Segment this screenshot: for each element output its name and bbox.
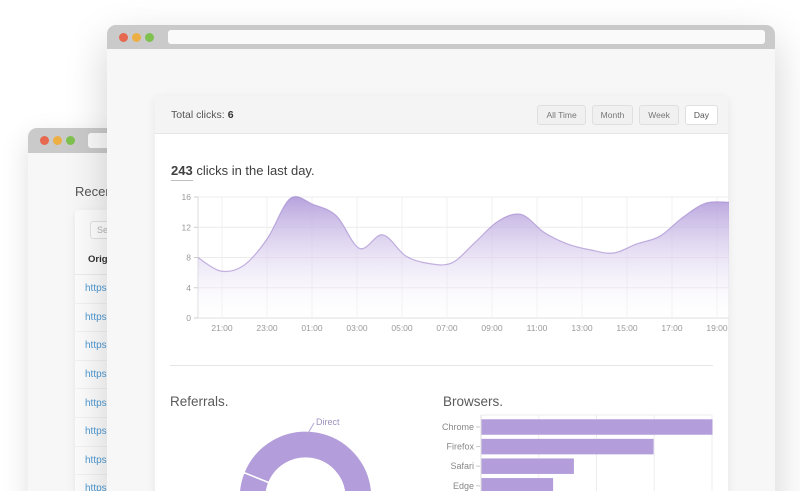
total-clicks-label: Total clicks: 6 (171, 109, 537, 121)
total-clicks-text: Total clicks: (171, 108, 225, 121)
table-row: https:// (75, 475, 368, 491)
short-link[interactable]: https:// (85, 311, 116, 323)
y-axis-label: 8 (186, 253, 191, 263)
bar-category-label: Edge (453, 481, 474, 491)
time-filter-group: All Time Month Week Day (537, 104, 718, 125)
analytics-card: Total clicks: 6 All Time Month Week Day 243 … (155, 96, 730, 491)
short-link[interactable]: https:// (85, 283, 116, 295)
bar-category-label: Firefox (446, 442, 474, 452)
bar-edge (481, 478, 554, 491)
x-axis-label: 03:00 (346, 323, 368, 333)
x-axis-label: 19:00 (706, 323, 728, 333)
referrals-title: Referrals. (170, 394, 229, 409)
total-clicks-value: 6 (227, 108, 234, 121)
browsers-bar-chart: ChromeFirefoxSafariEdgeOther (442, 414, 713, 491)
donut-segment-direct (242, 430, 373, 491)
front-window-titlebar (107, 25, 775, 49)
x-axis-label: 07:00 (436, 323, 458, 333)
x-axis-label: 11:00 (527, 323, 548, 333)
y-axis-label: 4 (186, 283, 191, 293)
area-fill (198, 196, 729, 318)
donut-label-line (306, 422, 315, 436)
clicks-headline-text: clicks in the last day. (192, 163, 315, 178)
close-window-button[interactable] (40, 136, 49, 145)
y-axis-label: 16 (182, 192, 192, 202)
filter-button-all-time[interactable]: All Time (537, 104, 586, 125)
donut-segment-label: Direct (316, 417, 340, 427)
short-link[interactable]: https:// (85, 397, 116, 409)
card-header: Total clicks: 6 All Time Month Week Day (155, 96, 728, 134)
x-axis-label: 21:00 (211, 323, 233, 333)
url-bar[interactable] (168, 30, 765, 44)
short-link[interactable]: https:// (85, 483, 116, 491)
filter-button-month[interactable]: Month (591, 104, 634, 125)
bar-category-label: Chrome (442, 422, 474, 432)
y-axis-label: 0 (186, 313, 191, 323)
short-link[interactable]: https:// (85, 340, 116, 352)
bar-category-label: Safari (450, 461, 474, 471)
short-link[interactable]: https:// (85, 454, 116, 466)
browsers-title: Browsers. (443, 394, 504, 409)
x-axis-label: 13:00 (571, 323, 593, 333)
referrals-donut-chart: Direct (238, 417, 373, 491)
filter-button-week[interactable]: Week (639, 104, 679, 125)
maximize-window-button[interactable] (66, 136, 75, 145)
clicks-area-chart: 21:00 23:00 01:00 03:00 05:00 07:00 09:00 11:00… (182, 192, 730, 333)
recent-section-title: Recent (75, 184, 117, 199)
x-axis-label: 01:00 (301, 323, 323, 333)
donut-segment (238, 471, 270, 491)
x-axis-label: 09:00 (481, 323, 503, 333)
y-axis-label: 12 (182, 222, 192, 232)
x-axis-label: 17:00 (661, 323, 683, 333)
maximize-window-button[interactable] (145, 32, 154, 42)
divider (170, 365, 713, 366)
x-axis-label: 15:00 (616, 323, 638, 333)
close-window-button[interactable] (119, 32, 128, 42)
area-line (197, 196, 730, 273)
short-link[interactable]: https:// (85, 369, 116, 381)
bar-firefox (481, 438, 654, 455)
minimize-window-button[interactable] (132, 32, 141, 42)
x-axis-label: 23:00 (256, 323, 278, 333)
bar-chrome (481, 419, 713, 435)
front-browser-window: Total clicks: 6 All Time Month Week Day 243 … (107, 25, 775, 491)
clicks-count: 243 (171, 163, 193, 181)
charts-row: Direct ChromeFirefoxSafariEdgeOther (155, 411, 728, 491)
x-axis-label: 05:00 (391, 323, 413, 333)
sections-row: Referrals. Browsers. (155, 394, 728, 409)
bar-safari (481, 458, 574, 474)
front-window-body: Total clicks: 6 All Time Month Week Day 243 … (107, 49, 775, 491)
clicks-headline: 243 clicks in the last day. (171, 163, 728, 181)
short-link[interactable]: https:// (85, 426, 116, 438)
filter-button-day[interactable]: Day (684, 104, 718, 125)
minimize-window-button[interactable] (53, 136, 62, 145)
